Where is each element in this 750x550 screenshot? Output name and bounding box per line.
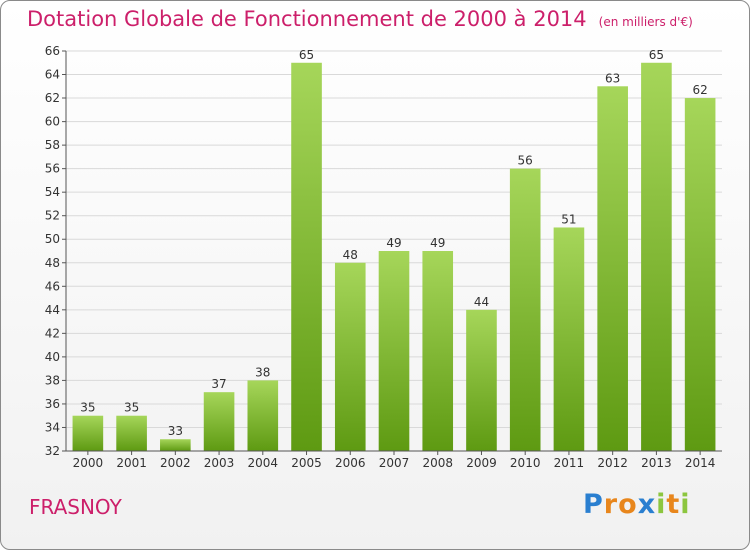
bar-2007	[378, 251, 410, 451]
y-tick-label: 52	[45, 209, 60, 223]
bar-2008	[422, 251, 454, 451]
bar-value-label: 37	[211, 377, 226, 391]
logo-letter: r	[603, 489, 619, 520]
bar-2002	[160, 439, 191, 451]
y-tick-label: 54	[45, 185, 60, 199]
y-tick-label: 60	[45, 115, 60, 129]
y-tick-label: 38	[45, 373, 60, 387]
x-tick-label: 2009	[466, 456, 497, 470]
x-tick-label: 2013	[641, 456, 672, 470]
x-tick-label: 2010	[510, 456, 541, 470]
data-labels: 35 35 33 37 38 65 48 49 49 44 56 51 63 65 62	[80, 48, 708, 438]
logo-letter: i	[656, 489, 667, 520]
axes: 32 34 36 38 40 42 44 46 48 50 52 54 56 58 60 62 64 66 2000…	[45, 44, 722, 470]
chart-title: Dotation Globale de Fonctionnement de 20…	[27, 7, 587, 31]
commune-name: FRASNOY	[29, 495, 122, 519]
bar-2003	[203, 392, 235, 451]
chart-title-block: Dotation Globale de Fonctionnement de 20…	[27, 7, 693, 31]
bars	[72, 62, 716, 451]
x-tick-label: 2004	[248, 456, 279, 470]
y-tick-label: 42	[45, 326, 60, 340]
bar-value-label: 38	[255, 365, 270, 379]
logo-letter: P	[583, 489, 604, 520]
bar-value-label: 62	[692, 83, 707, 97]
x-tick-label: 2003	[204, 456, 235, 470]
y-tick-label: 48	[45, 256, 60, 270]
y-tick-label: 46	[45, 279, 60, 293]
y-tick-label: 40	[45, 350, 60, 364]
bar-2010	[509, 168, 541, 451]
bar-2013	[641, 62, 672, 451]
bar-value-label: 33	[168, 424, 183, 438]
bar-2011	[553, 227, 585, 451]
bar-value-label: 65	[299, 48, 314, 62]
logo-letter: t	[666, 489, 681, 520]
x-tick-label: 2012	[597, 456, 628, 470]
x-tick-label: 2011	[554, 456, 585, 470]
bar-value-label: 51	[561, 212, 576, 226]
logo-letter: o	[618, 489, 638, 520]
bar-2006	[334, 262, 366, 451]
bar-2012	[597, 86, 628, 451]
y-tick-label: 44	[45, 303, 60, 317]
bar-value-label: 49	[430, 236, 445, 250]
bar-value-label: 48	[343, 248, 358, 262]
bar-value-label: 35	[80, 401, 95, 415]
y-tick-label: 36	[45, 397, 60, 411]
bar-value-label: 44	[474, 295, 489, 309]
y-tick-label: 58	[45, 138, 60, 152]
bar-2014	[684, 98, 716, 451]
bar-value-label: 65	[649, 48, 664, 62]
x-tick-label: 2005	[291, 456, 322, 470]
x-tick-label: 2000	[73, 456, 104, 470]
bar-value-label: 56	[518, 154, 533, 168]
chart-subtitle: (en milliers d'€)	[598, 15, 693, 29]
y-tick-label: 66	[45, 44, 60, 58]
logo-letter: x	[637, 489, 657, 520]
x-tick-label: 2014	[685, 456, 716, 470]
bar-2001	[116, 415, 147, 451]
y-tick-label: 34	[45, 420, 60, 434]
bar-2004	[247, 380, 279, 451]
x-tick-label: 2002	[160, 456, 191, 470]
bar-value-label: 49	[386, 236, 401, 250]
proxiti-logo: Proxiti	[583, 489, 691, 520]
bar-2005	[291, 62, 322, 451]
bar-value-label: 35	[124, 401, 139, 415]
logo-letter: i	[680, 489, 691, 520]
y-tick-label: 50	[45, 232, 60, 246]
x-tick-label: 2006	[335, 456, 366, 470]
bar-2000	[72, 415, 104, 451]
y-tick-label: 32	[45, 444, 60, 458]
x-tick-label: 2008	[422, 456, 453, 470]
y-tick-label: 56	[45, 162, 60, 176]
bar-2009	[466, 309, 497, 451]
y-tick-label: 64	[45, 68, 60, 82]
x-tick-label: 2007	[379, 456, 410, 470]
y-tick-label: 62	[45, 91, 60, 105]
bar-value-label: 63	[605, 71, 620, 85]
x-tick-label: 2001	[116, 456, 147, 470]
